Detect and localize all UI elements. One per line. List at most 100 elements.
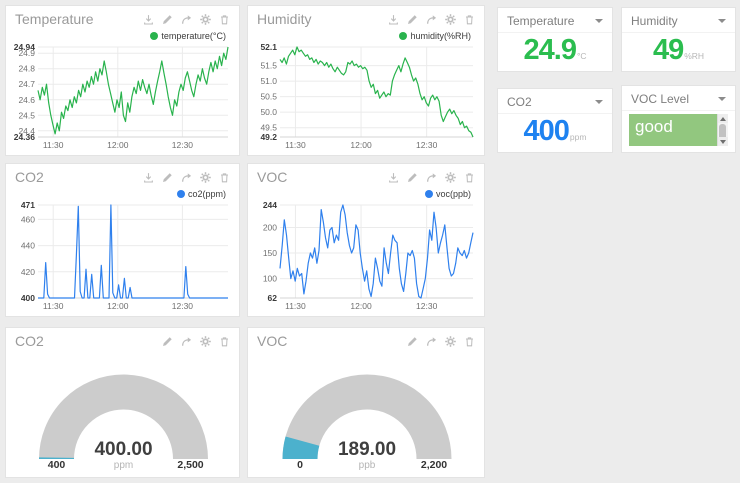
share-icon[interactable]	[181, 14, 192, 25]
co2-line-chart: 11:30 12:00 12:30 471 460 440 420 400	[21, 202, 228, 311]
svg-text:11:30: 11:30	[43, 301, 64, 311]
edit-icon[interactable]	[407, 336, 418, 347]
temperature-unit: °C	[576, 51, 587, 61]
svg-text:12:00: 12:00	[350, 301, 372, 311]
delete-icon[interactable]	[464, 14, 475, 25]
svg-text:2,500: 2,500	[177, 459, 203, 471]
legend-dot	[424, 190, 433, 198]
svg-text:ppm: ppm	[114, 460, 133, 471]
delete-icon[interactable]	[219, 172, 230, 183]
dropdown-caret-icon[interactable]	[595, 19, 603, 23]
voc-line-chart: 11:30 12:00 12:30 244 200 150 100 62	[263, 202, 474, 311]
co2-gauge: 400.00ppm 400 2,500	[38, 374, 208, 471]
edit-icon[interactable]	[162, 172, 173, 183]
panel-toolbar	[388, 14, 475, 25]
svg-text:12:00: 12:00	[107, 301, 129, 311]
dropdown-caret-icon[interactable]	[718, 19, 726, 23]
settings-icon[interactable]	[445, 336, 456, 347]
humidity-line-chart: 11:30 12:00 12:30 52.1 51.5 51.0 50.5 50.0 49.54…	[260, 44, 474, 150]
edit-icon[interactable]	[407, 172, 418, 183]
settings-icon[interactable]	[445, 172, 456, 183]
edit-icon[interactable]	[162, 336, 173, 347]
download-icon[interactable]	[388, 172, 399, 183]
download-icon[interactable]	[143, 14, 154, 25]
panel-header: Humidity	[248, 6, 484, 29]
download-icon[interactable]	[388, 14, 399, 25]
svg-text:12:30: 12:30	[172, 301, 194, 311]
voc-level-box: good	[629, 114, 728, 146]
panel-toolbar	[407, 336, 475, 347]
download-icon[interactable]	[143, 172, 154, 183]
legend-label: temperature(°C)	[161, 31, 226, 41]
widget-header: CO2	[498, 89, 612, 114]
svg-text:471: 471	[21, 202, 35, 210]
settings-icon[interactable]	[200, 336, 211, 347]
widget-title: Humidity	[631, 14, 678, 28]
delete-icon[interactable]	[464, 336, 475, 347]
panel-title: Temperature	[15, 11, 94, 27]
voc-scrollbar[interactable]	[717, 114, 728, 146]
co2-unit: ppm	[569, 132, 587, 142]
svg-text:100: 100	[263, 274, 277, 284]
delete-icon[interactable]	[219, 336, 230, 347]
scroll-down-icon[interactable]	[718, 137, 728, 146]
legend-label: voc(ppb)	[435, 189, 471, 199]
svg-text:12:00: 12:00	[350, 140, 372, 150]
svg-text:0: 0	[297, 459, 303, 471]
svg-text:189.00: 189.00	[338, 439, 396, 460]
widget-title: VOC Level	[631, 92, 690, 106]
svg-text:24.4: 24.4	[18, 126, 35, 136]
co2-chart-panel: CO2 co2(ppm) 11:30 12:00 12:30 471 460 440 420…	[5, 163, 240, 317]
panel-toolbar	[388, 172, 475, 183]
svg-text:12:30: 12:30	[416, 301, 438, 311]
svg-text:400: 400	[48, 459, 66, 471]
svg-text:52.1: 52.1	[260, 44, 277, 52]
share-icon[interactable]	[181, 336, 192, 347]
share-icon[interactable]	[426, 14, 437, 25]
legend-dot	[150, 32, 159, 40]
svg-text:50.0: 50.0	[260, 107, 277, 117]
scrollbar-thumb[interactable]	[719, 124, 726, 146]
delete-icon[interactable]	[464, 172, 475, 183]
voc-level-text: good	[635, 117, 673, 136]
svg-text:24.6: 24.6	[18, 95, 35, 105]
scroll-up-icon[interactable]	[718, 114, 728, 123]
chart-legend: temperature(°C)	[150, 31, 226, 41]
delete-icon[interactable]	[219, 14, 230, 25]
widget-header: Humidity	[622, 8, 735, 33]
svg-text:12:30: 12:30	[172, 140, 194, 150]
widget-value-row: 49%RH	[622, 34, 735, 67]
edit-icon[interactable]	[407, 14, 418, 25]
settings-icon[interactable]	[200, 172, 211, 183]
svg-text:51.0: 51.0	[260, 76, 277, 86]
svg-text:50.5: 50.5	[260, 92, 277, 102]
legend-label: co2(ppm)	[187, 189, 226, 199]
svg-text:420: 420	[21, 267, 35, 277]
svg-text:24.5: 24.5	[18, 110, 35, 120]
share-icon[interactable]	[426, 172, 437, 183]
widget-header: VOC Level	[622, 86, 735, 111]
dropdown-caret-icon[interactable]	[718, 97, 726, 101]
panel-header: CO2	[6, 164, 239, 187]
share-icon[interactable]	[181, 172, 192, 183]
share-icon[interactable]	[426, 336, 437, 347]
legend-label: humidity(%RH)	[410, 31, 471, 41]
chart-legend: humidity(%RH)	[399, 31, 471, 41]
svg-text:12:30: 12:30	[416, 140, 438, 150]
humidity-unit: %RH	[684, 51, 705, 61]
widget-title: Temperature	[507, 14, 575, 28]
settings-icon[interactable]	[200, 14, 211, 25]
svg-text:150: 150	[263, 248, 277, 258]
temperature-value-widget: Temperature 24.9°C	[497, 7, 613, 72]
svg-text:24.7: 24.7	[18, 79, 35, 89]
svg-text:ppb: ppb	[359, 460, 376, 471]
svg-text:2,200: 2,200	[421, 459, 447, 471]
temperature-value: 24.9	[523, 34, 577, 66]
legend-dot	[399, 32, 408, 40]
panel-title: VOC	[257, 169, 288, 185]
edit-icon[interactable]	[162, 14, 173, 25]
panel-toolbar	[162, 336, 230, 347]
settings-icon[interactable]	[445, 14, 456, 25]
dropdown-caret-icon[interactable]	[595, 100, 603, 104]
co2-value-widget: CO2 400ppm	[497, 88, 613, 153]
